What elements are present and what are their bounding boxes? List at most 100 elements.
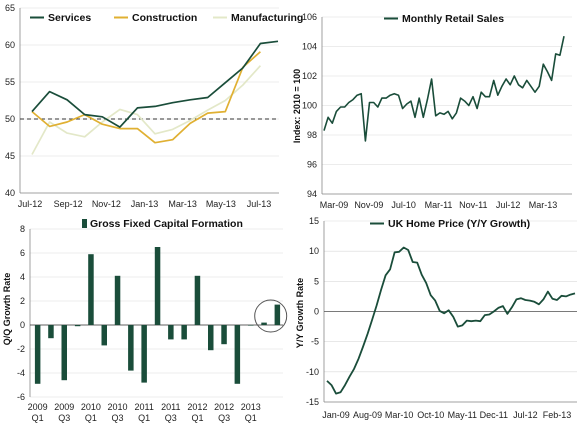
x-tick-label-quarter: Q1 bbox=[138, 413, 150, 423]
y-tick-label: -2 bbox=[17, 344, 25, 354]
bar bbox=[74, 325, 81, 327]
x-tick-label: Jul-10 bbox=[391, 200, 416, 210]
bar bbox=[154, 247, 161, 325]
y-tick-label: 104 bbox=[302, 42, 317, 52]
x-tick-label: May-11 bbox=[448, 410, 477, 420]
x-tick-label-year: 2009 bbox=[54, 402, 74, 412]
bar bbox=[194, 275, 201, 325]
series-line-construction bbox=[31, 51, 261, 144]
y-tick-label: -6 bbox=[17, 392, 25, 402]
x-tick-label: Nov-09 bbox=[354, 200, 383, 210]
home-price-chart: -15 -10 -5 0 5 10 15 Jan-09 Aug-09 Mar-10 Oct-10 Ma… bbox=[295, 216, 577, 420]
y-tick-label: 45 bbox=[5, 151, 15, 161]
bar bbox=[128, 325, 134, 371]
x-tick-label-year: 2009 bbox=[28, 402, 48, 412]
x-tick-label-year: 2010 bbox=[108, 402, 128, 412]
retail-sales-chart: 94 96 98 100 102 104 106 Mar-09 Nov-09 Jul-10 Mar-… bbox=[292, 12, 572, 210]
x-tick-label: Nov-12 bbox=[92, 199, 121, 209]
x-tick-label-year: 2011 bbox=[161, 402, 180, 412]
y-tick-label: 94 bbox=[307, 189, 317, 199]
y-tick-label: 100 bbox=[302, 101, 317, 111]
x-tick-label-quarter: Q3 bbox=[218, 413, 230, 423]
x-tick-label-quarter: Q1 bbox=[245, 413, 257, 423]
bar bbox=[221, 325, 227, 345]
legend-label: Services bbox=[48, 12, 91, 24]
bar bbox=[34, 325, 41, 384]
bar bbox=[248, 325, 254, 326]
x-tick-label-quarter: Q1 bbox=[191, 413, 203, 423]
x-tick-label: Feb-13 bbox=[543, 410, 572, 420]
x-tick-label-quarter: Q3 bbox=[165, 413, 177, 423]
x-tick-label: Dec-11 bbox=[480, 410, 508, 420]
x-tick-label: Jul-13 bbox=[247, 199, 272, 209]
y-tick-label: 96 bbox=[307, 160, 317, 170]
x-tick-label-year: 2010 bbox=[81, 402, 101, 412]
y-tick-label: 2 bbox=[20, 296, 25, 306]
y-tick-label: 50 bbox=[5, 114, 15, 124]
x-tick-label-year: 2012 bbox=[187, 402, 207, 412]
legend: UK Home Price (Y/Y Growth) bbox=[370, 218, 530, 230]
x-tick-label: Oct-10 bbox=[417, 410, 444, 420]
x-tick-label: Mar-10 bbox=[385, 410, 414, 420]
x-tick-label: Mar-11 bbox=[425, 200, 453, 210]
y-tick-label: 0 bbox=[314, 307, 319, 317]
bar bbox=[48, 325, 54, 339]
x-tick-label: Jan-09 bbox=[322, 410, 350, 420]
series-line-retail-sales bbox=[323, 36, 565, 142]
bar bbox=[234, 325, 241, 384]
x-tick-label: Mar-09 bbox=[320, 200, 349, 210]
legend-swatch bbox=[82, 219, 87, 228]
highlight-circle bbox=[254, 299, 288, 333]
gfcf-chart: -6-4-2024682009Q12009Q32010Q12010Q32011Q… bbox=[2, 218, 288, 423]
y-tick-label: -15 bbox=[306, 397, 319, 407]
x-tick-label: Mar-13 bbox=[168, 199, 197, 209]
bar bbox=[88, 254, 94, 325]
bar bbox=[208, 325, 214, 351]
y-tick-label: 4 bbox=[20, 272, 25, 282]
y-tick-label: -5 bbox=[311, 337, 319, 347]
bar bbox=[261, 322, 267, 325]
x-tick-label: Sep-12 bbox=[54, 199, 83, 209]
bar bbox=[114, 275, 121, 325]
y-axis-title: Q/Q Growth Rate bbox=[2, 273, 12, 346]
x-tick-label: Jul-12 bbox=[496, 200, 521, 210]
x-tick-label-quarter: Q1 bbox=[85, 413, 97, 423]
bar bbox=[181, 325, 187, 340]
x-tick-label-year: 2013 bbox=[241, 402, 261, 412]
y-tick-label: 5 bbox=[314, 276, 319, 286]
bar bbox=[141, 325, 147, 383]
x-tick-label: Mar-13 bbox=[529, 200, 558, 210]
y-tick-label: 102 bbox=[302, 71, 317, 81]
y-tick-label: 10 bbox=[309, 246, 319, 256]
legend-label: Monthly Retail Sales bbox=[402, 13, 504, 25]
series-line-home-price bbox=[326, 246, 576, 395]
y-tick-label: -10 bbox=[306, 367, 319, 377]
bar bbox=[101, 325, 107, 346]
legend-label: Gross Fixed Capital Formation bbox=[90, 218, 243, 230]
x-tick-label-year: 2012 bbox=[214, 402, 234, 412]
series-line-services bbox=[31, 40, 279, 128]
y-tick-label: -4 bbox=[17, 368, 25, 378]
bar bbox=[168, 325, 174, 340]
x-tick-label: Jul-12 bbox=[18, 199, 43, 209]
legend-label: Construction bbox=[132, 12, 197, 24]
legend-label: Manufacturing bbox=[231, 12, 303, 24]
legend-label: UK Home Price (Y/Y Growth) bbox=[388, 218, 530, 230]
legend: Gross Fixed Capital Formation bbox=[82, 218, 243, 230]
y-tick-label: 15 bbox=[309, 216, 319, 226]
y-tick-label: 0 bbox=[20, 320, 25, 330]
y-tick-label: 106 bbox=[302, 12, 317, 22]
bar bbox=[274, 304, 281, 325]
legend: Services Construction Manufacturing bbox=[30, 12, 303, 24]
y-tick-label: 98 bbox=[307, 130, 317, 140]
y-tick-label: 40 bbox=[5, 188, 15, 198]
legend: Monthly Retail Sales bbox=[384, 13, 504, 25]
x-tick-label-quarter: Q1 bbox=[32, 413, 44, 423]
y-tick-label: 55 bbox=[5, 77, 15, 87]
y-tick-label: 8 bbox=[20, 224, 25, 234]
y-axis-title: Index: 2010 = 100 bbox=[292, 69, 302, 143]
x-tick-label-year: 2011 bbox=[135, 402, 154, 412]
y-tick-label: 6 bbox=[20, 248, 25, 258]
y-tick-label: 60 bbox=[5, 40, 15, 50]
